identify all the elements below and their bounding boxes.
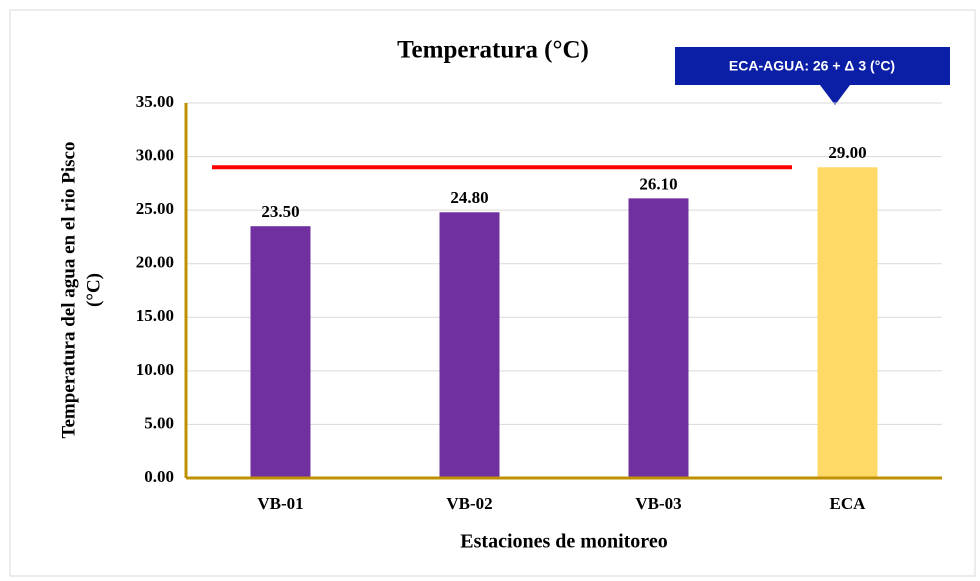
y-tick-label: 35.00 <box>136 92 174 111</box>
data-label: 24.80 <box>450 188 488 207</box>
annotation-pointer <box>820 85 850 105</box>
y-tick-label: 0.00 <box>144 467 174 486</box>
y-axis-label: (°C) <box>83 273 104 307</box>
y-axis-label: Temperatura del agua en el rio Pisco <box>58 142 79 439</box>
data-label: 23.50 <box>261 202 299 221</box>
y-tick-label: 20.00 <box>136 253 174 272</box>
x-tick-label: VB-03 <box>635 494 681 513</box>
annotation-text: ECA-AGUA: 26 + Δ 3 (°C) <box>729 58 895 74</box>
x-tick-label: VB-02 <box>446 494 492 513</box>
bar <box>250 226 311 478</box>
x-axis-label: Estaciones de monitoreo <box>460 531 667 553</box>
y-tick-label: 15.00 <box>136 306 174 325</box>
bar <box>439 212 500 479</box>
bar <box>817 167 878 479</box>
y-tick-label: 10.00 <box>136 360 174 379</box>
y-tick-label: 5.00 <box>144 413 174 432</box>
chart-title: Temperatura (°C) <box>397 37 589 64</box>
bar <box>628 198 689 478</box>
data-label: 29.00 <box>828 143 866 162</box>
x-tick-label: VB-01 <box>257 494 303 513</box>
annotation: ECA-AGUA: 26 + Δ 3 (°C) <box>675 47 950 105</box>
annotation-box <box>675 47 950 85</box>
y-tick-label: 30.00 <box>136 145 174 164</box>
y-tick-label: 25.00 <box>136 199 174 218</box>
data-label: 26.10 <box>639 174 677 193</box>
x-tick-label: ECA <box>830 494 867 513</box>
